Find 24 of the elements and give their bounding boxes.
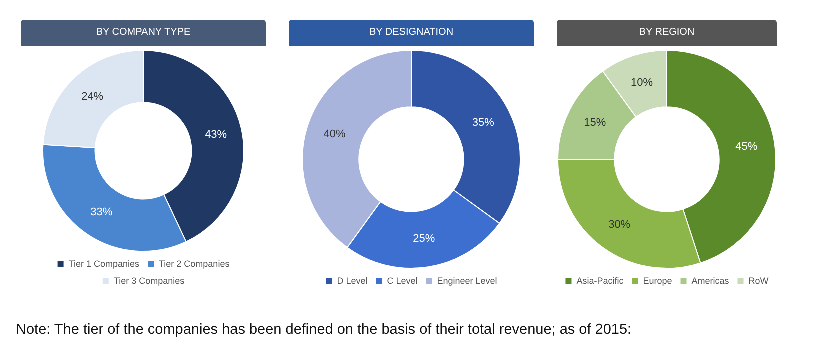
data-label: 35% xyxy=(472,116,495,129)
legend-label: Americas xyxy=(692,276,730,286)
legend-label: Europe xyxy=(643,276,672,286)
chart-title: BY DESIGNATION xyxy=(369,27,454,38)
data-label: 40% xyxy=(324,128,346,141)
data-label: 10% xyxy=(631,76,654,89)
data-label: 30% xyxy=(608,218,631,231)
chart-title: BY COMPANY TYPE xyxy=(96,27,191,38)
legend-label: Tier 3 Companies xyxy=(114,276,186,286)
chart-title: BY REGION xyxy=(639,27,695,38)
legend-label: Tier 1 Companies xyxy=(68,258,140,269)
legend-label: Asia-Pacific xyxy=(576,276,624,286)
legend-label: D Level xyxy=(337,276,368,286)
legend-label: Engineer Level xyxy=(437,276,498,286)
data-label: 33% xyxy=(90,206,113,219)
data-label: 43% xyxy=(205,128,228,141)
legend-label: C Level xyxy=(387,276,418,286)
data-label: 45% xyxy=(736,140,758,153)
legend-label: RoW xyxy=(748,276,770,286)
data-label: 15% xyxy=(584,116,606,129)
text: Note: The tier of the companies has been defined on the basis of their total revenue; as of 2015: xyxy=(16,322,632,338)
data-label: 24% xyxy=(82,90,104,103)
legend-label: Tier 2 Companies xyxy=(159,258,230,269)
data-label: 25% xyxy=(413,233,436,246)
